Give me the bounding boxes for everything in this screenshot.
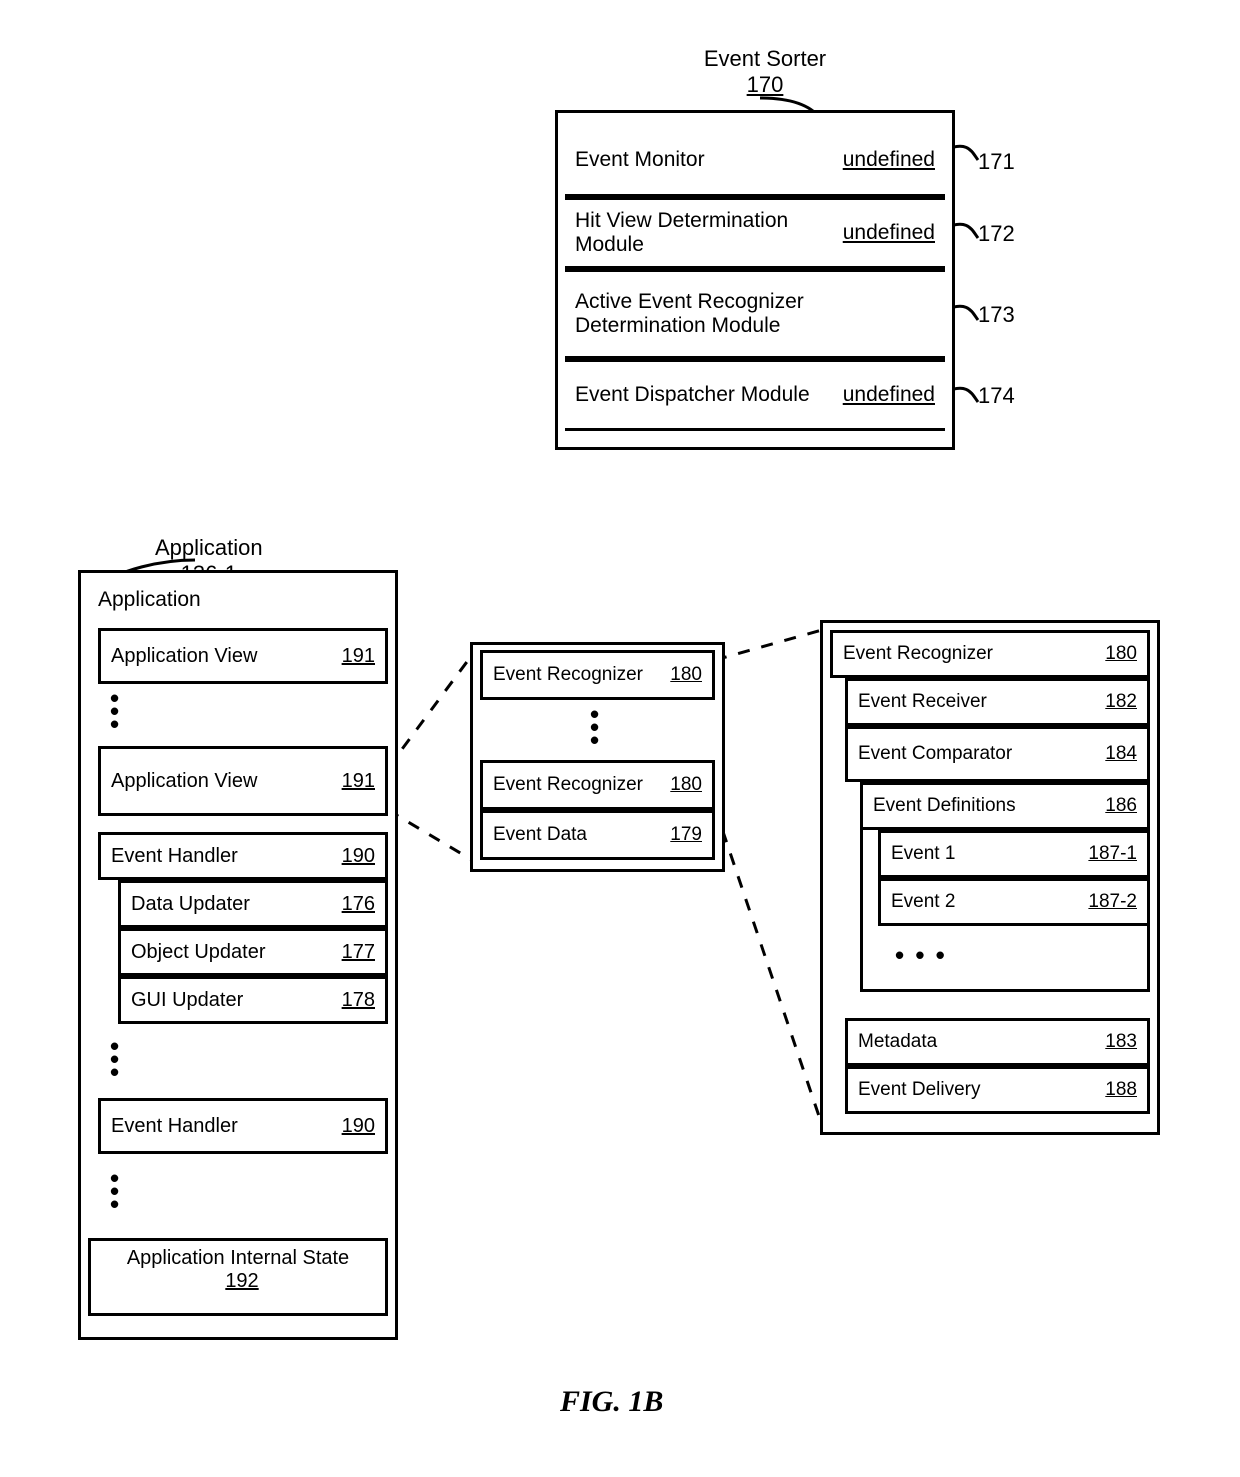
vdots: ••• bbox=[110, 1172, 119, 1211]
row: Event Dispatcher Moduleundefined bbox=[565, 359, 945, 431]
event-handler-2: Event Handler190 bbox=[98, 1098, 388, 1154]
event-sorter-title-text: Event Sorter bbox=[700, 46, 830, 72]
er-title: Event Recognizer180 bbox=[830, 630, 1150, 678]
app-view-detail-vdots: ••• bbox=[590, 708, 599, 747]
vdots: ••• bbox=[110, 692, 119, 731]
row: Hit View Determination Moduleundefined bbox=[565, 197, 945, 269]
object-updater: Object Updater177 bbox=[118, 928, 388, 976]
row: Event Monitorundefined bbox=[565, 125, 945, 197]
figure-label: FIG. 1B bbox=[560, 1385, 663, 1419]
app-view-2: Application View191 bbox=[98, 746, 388, 816]
callout-174: 174 bbox=[978, 383, 1015, 409]
er-comparator: Event Comparator184 bbox=[845, 726, 1150, 782]
application-header: Application bbox=[88, 580, 388, 620]
app-view-1: Application View191 bbox=[98, 628, 388, 684]
app-internal-state: Application Internal State192 bbox=[88, 1238, 388, 1316]
data-updater: Data Updater176 bbox=[118, 880, 388, 928]
callout-173: 173 bbox=[978, 302, 1015, 328]
ev-data: Event Data179 bbox=[480, 810, 715, 860]
er-delivery: Event Delivery188 bbox=[845, 1066, 1150, 1114]
vdots: ••• bbox=[110, 1040, 119, 1079]
callout-171: 171 bbox=[978, 149, 1015, 175]
er-meta: Metadata183 bbox=[845, 1018, 1150, 1066]
er-ev2: Event 2187-2 bbox=[878, 878, 1150, 926]
event-sorter-ref: 170 bbox=[700, 72, 830, 98]
ev-rec-b: Event Recognizer180 bbox=[480, 760, 715, 810]
er-ev1: Event 1187-1 bbox=[878, 830, 1150, 878]
event-handler-1: Event Handler190 bbox=[98, 832, 388, 880]
gui-updater: GUI Updater178 bbox=[118, 976, 388, 1024]
ev-rec-a: Event Recognizer180 bbox=[480, 650, 715, 700]
recognizer-detail-hdots: • • • bbox=[895, 940, 947, 971]
er-receiver: Event Receiver182 bbox=[845, 678, 1150, 726]
er-defs: Event Definitions186 bbox=[860, 782, 1150, 830]
callout-172: 172 bbox=[978, 221, 1015, 247]
row: Active Event Recognizer Determination Mo… bbox=[565, 269, 945, 359]
application-header-label: Application bbox=[98, 588, 378, 612]
